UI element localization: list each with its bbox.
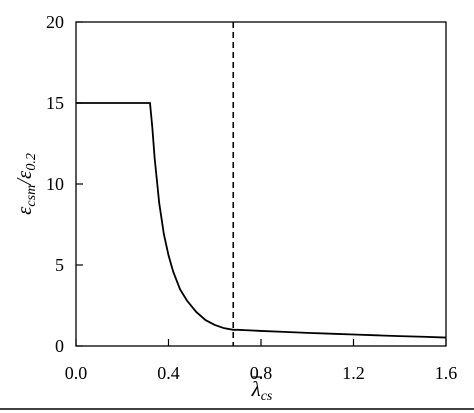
x-axis-label-sub: cs xyxy=(261,389,273,404)
y-axis-label: εcsm/ε0.2 xyxy=(12,153,39,215)
y-tick-label: 15 xyxy=(46,93,64,113)
y-tick-label: 10 xyxy=(46,174,64,194)
y-axis-label-den-sub: 0.2 xyxy=(24,153,39,171)
x-tick-label: 1.6 xyxy=(435,363,458,383)
y-axis-label-slash: / xyxy=(12,177,36,186)
x-tick-label: 0.8 xyxy=(250,363,273,383)
x-axis-tick-labels: 0.0 0.4 0.8 1.2 1.6 xyxy=(65,363,458,383)
y-axis-tick-labels: 0 5 10 15 20 xyxy=(46,12,64,356)
y-tick-label: 0 xyxy=(55,336,64,356)
y-axis-label-den-main: ε xyxy=(12,170,36,179)
y-axis-label-num-sub: csm xyxy=(24,185,39,207)
x-axis-label-main: λ xyxy=(251,377,261,401)
x-tick-label: 0.0 xyxy=(65,363,88,383)
series-line xyxy=(76,102,447,339)
x-tick-label: 0.4 xyxy=(157,363,180,383)
plot-frame xyxy=(75,21,447,347)
x-tick-label: 1.2 xyxy=(342,363,365,383)
y-axis-label-num-main: ε xyxy=(12,206,36,215)
y-tick-label: 5 xyxy=(55,255,64,275)
y-tick-label: 20 xyxy=(46,12,64,32)
x-axis-label: λcs xyxy=(251,377,273,404)
y-axis-ticks xyxy=(76,21,83,347)
x-axis-ticks xyxy=(75,339,447,346)
